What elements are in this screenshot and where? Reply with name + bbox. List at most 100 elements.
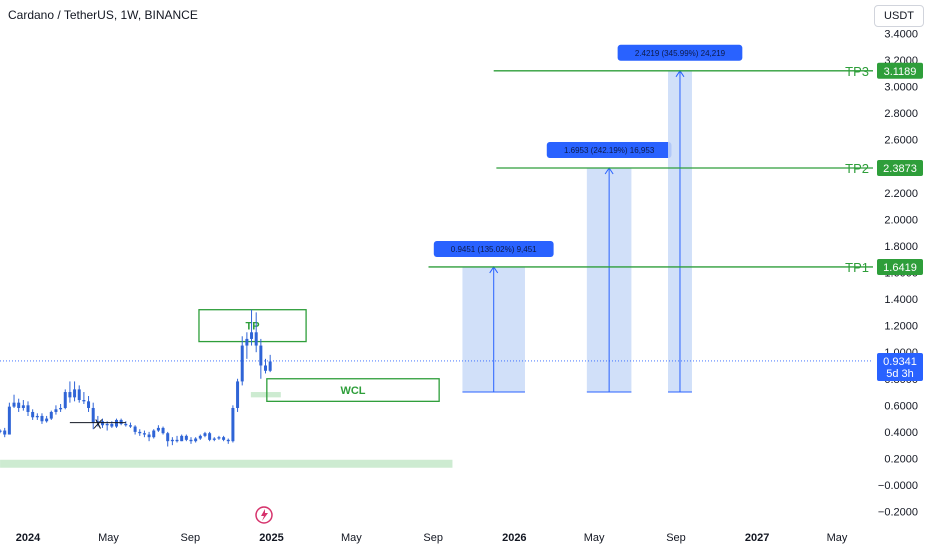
candle-body <box>110 423 114 427</box>
candle-body <box>119 419 123 424</box>
candle-body <box>142 433 146 435</box>
zone-label: WCL <box>340 385 365 397</box>
candle-body <box>264 365 268 371</box>
candle-body <box>203 433 207 436</box>
x-tick-label: May <box>341 532 362 544</box>
x-tick-label: Sep <box>666 532 686 544</box>
candle-body <box>105 423 109 426</box>
candle-body <box>208 433 212 440</box>
price-tag <box>877 258 923 275</box>
candle-body <box>0 430 2 432</box>
candle-body <box>250 332 254 339</box>
candle-body <box>217 437 221 439</box>
candle-body <box>87 401 91 408</box>
x-tick-label: Sep <box>423 532 443 544</box>
candle-body <box>45 418 49 422</box>
chart-title: Cardano / TetherUS, 1W, BINANCE <box>8 8 198 22</box>
candle-body <box>166 433 170 442</box>
measure-label-box <box>433 240 554 257</box>
candle-body <box>245 338 249 346</box>
y-tick-label: 3.0000 <box>884 82 918 94</box>
support-band <box>0 459 453 468</box>
candle-body <box>133 426 137 432</box>
y-tick-label: 3.4000 <box>884 28 918 40</box>
candle-body <box>180 435 184 442</box>
candle-body <box>96 421 100 423</box>
candle-body <box>91 407 95 423</box>
candle-body <box>35 415 39 418</box>
price-tag-label: 1.6419 <box>883 262 917 274</box>
current-price-label: 0.9341 <box>883 356 917 368</box>
candle-body <box>268 361 272 371</box>
y-tick-label: 0.4000 <box>884 427 918 439</box>
measure-label: 1.6953 (242.19%) 16,953 <box>564 146 655 155</box>
lightning-icon <box>261 509 268 521</box>
x-tick-label: 2027 <box>745 532 769 544</box>
candle-body <box>101 421 105 426</box>
events-icon <box>255 506 273 524</box>
candle-body <box>59 407 63 410</box>
y-tick-label: −0.0000 <box>878 480 918 492</box>
candle-body <box>156 427 160 431</box>
y-tick-label: 0.2000 <box>884 453 918 465</box>
candle-body <box>26 405 30 412</box>
measure-label-box <box>617 44 743 61</box>
y-tick-label: 2.6000 <box>884 135 918 147</box>
currency-selector[interactable]: USDT <box>874 5 924 27</box>
candle-body <box>212 438 216 440</box>
candle-body <box>152 430 156 438</box>
candle-body <box>189 439 193 442</box>
countdown-label: 5d 3h <box>886 368 914 380</box>
y-tick-label: 2.2000 <box>884 188 918 200</box>
candle-body <box>226 439 230 442</box>
price-tag <box>877 62 923 79</box>
x-tick-label: 2024 <box>16 532 41 544</box>
candle-body <box>259 345 263 366</box>
candle-body <box>63 392 67 408</box>
candle-body <box>21 405 25 408</box>
candle-body <box>198 435 202 439</box>
candle-body <box>161 427 165 434</box>
candle-body <box>7 406 11 435</box>
candle-body <box>82 400 86 402</box>
measure-label: 0.9451 (135.02%) 9,451 <box>451 245 537 254</box>
candle-body <box>194 438 198 442</box>
y-tick-label: 2.0000 <box>884 214 918 226</box>
price-tag-label: 3.1189 <box>884 66 917 78</box>
candle-body <box>138 431 142 434</box>
candle-body <box>3 430 7 435</box>
y-tick-label: 1.4000 <box>884 294 918 306</box>
x-tick-label: Sep <box>181 532 201 544</box>
zone-box <box>266 378 440 402</box>
x-tick-label: May <box>827 532 848 544</box>
candle-body <box>68 392 72 398</box>
candle-body <box>175 439 179 442</box>
measure-label-box <box>546 141 672 158</box>
measure-label: 2.4219 (345.99%) 24,219 <box>635 49 726 58</box>
support-band <box>250 392 281 398</box>
annotation-x-label: X <box>93 417 104 432</box>
candle-body <box>222 437 226 440</box>
candle-body <box>128 425 132 427</box>
tp-line-label: TP1 <box>845 260 869 275</box>
x-tick-label: May <box>98 532 119 544</box>
tp-line-label: TP3 <box>845 64 869 79</box>
y-tick-label: 1.2000 <box>884 321 918 333</box>
candle-body <box>40 415 44 422</box>
candle-body <box>254 332 258 346</box>
y-tick-label: 0.6000 <box>884 400 918 412</box>
candle-body <box>77 389 81 401</box>
candle-body <box>12 402 16 407</box>
x-tick-label: May <box>584 532 605 544</box>
zone-box <box>198 309 307 343</box>
candle-body <box>54 409 58 412</box>
candle-body <box>114 419 118 427</box>
candle-body <box>73 389 77 398</box>
price-tag-label: 2.3873 <box>883 163 917 175</box>
y-tick-label: 1.8000 <box>884 241 918 253</box>
candle-body <box>240 345 244 382</box>
zone-label: TP <box>246 321 260 333</box>
candle-body <box>124 423 128 426</box>
candle-body <box>184 435 188 440</box>
